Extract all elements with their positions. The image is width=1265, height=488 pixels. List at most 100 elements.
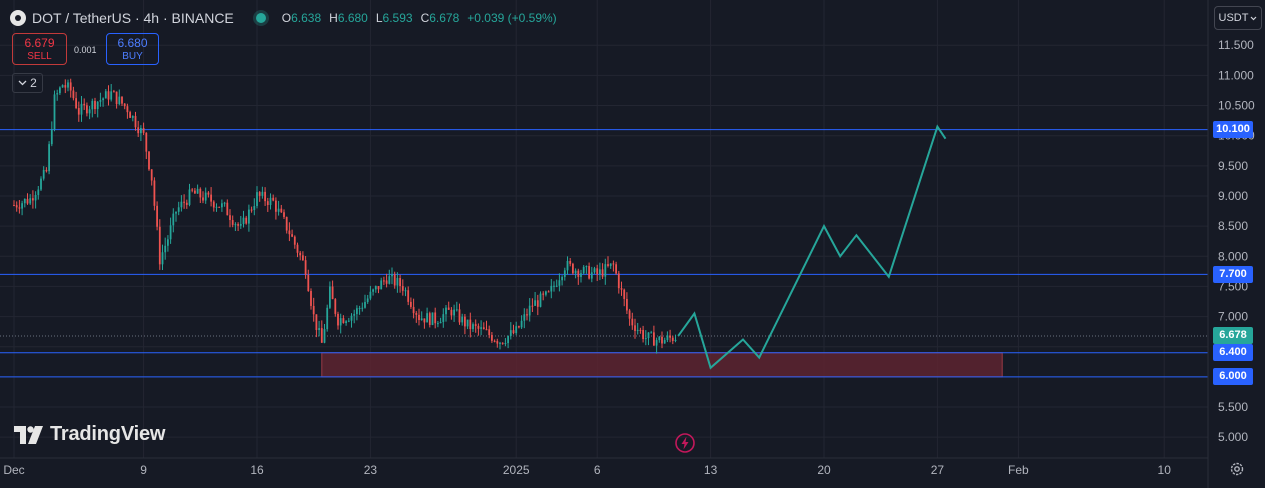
candle-body	[91, 100, 94, 110]
candle-body	[642, 330, 644, 339]
candle-body	[356, 308, 358, 315]
candle-body	[123, 103, 126, 107]
candle-body	[661, 336, 663, 344]
candle-body	[86, 105, 88, 114]
candle-body	[210, 194, 212, 202]
candle-body	[612, 263, 615, 265]
candle-body	[329, 286, 331, 308]
y-tick-label: 7.500	[1218, 279, 1248, 293]
candle-body	[264, 191, 266, 202]
candle-body	[204, 192, 207, 201]
candle-body	[126, 106, 129, 113]
low-value: 6.593	[382, 11, 413, 25]
sell-label: SELL	[27, 51, 52, 62]
candle-body	[669, 335, 671, 338]
candle-body	[407, 290, 410, 302]
tradingview-logo[interactable]: TradingView	[14, 423, 165, 446]
candle-body	[26, 198, 29, 204]
candle-body	[272, 197, 275, 201]
candle-body	[64, 85, 67, 88]
candle-body	[161, 252, 164, 265]
candle-body	[23, 198, 26, 204]
candle-body	[420, 318, 423, 321]
candle-body	[96, 101, 99, 110]
level-price-tag[interactable]: 10.100	[1213, 121, 1253, 139]
gear-icon[interactable]	[1229, 461, 1245, 477]
candle-body	[291, 234, 293, 237]
candle-body	[288, 230, 291, 235]
candle-body	[42, 169, 45, 179]
candle-body	[666, 335, 669, 341]
candle-body	[88, 109, 91, 114]
candle-body	[153, 180, 156, 206]
candle-body	[655, 340, 658, 346]
symbol-title[interactable]: DOT / TetherUS · 4h · BINANCE	[32, 10, 234, 26]
y-tick-label: 10.500	[1218, 99, 1255, 113]
candle-body	[37, 189, 40, 195]
currency-select[interactable]: USDT	[1214, 6, 1262, 30]
candle-body	[148, 151, 150, 170]
candle-body	[142, 127, 145, 133]
candle-body	[326, 307, 329, 330]
level-price-tag[interactable]: 6.400	[1213, 344, 1253, 362]
candle-body	[307, 274, 310, 291]
candle-body	[318, 328, 320, 331]
y-tick-label: 7.000	[1218, 310, 1248, 324]
x-tick-label: 20	[817, 463, 831, 477]
candle-body	[215, 206, 218, 208]
candle-body	[585, 266, 588, 268]
candle-body	[180, 201, 183, 208]
candle-body	[366, 298, 369, 303]
candle-body	[372, 289, 374, 292]
market-status-icon[interactable]	[255, 13, 266, 23]
candle-body	[293, 236, 296, 245]
candle-body	[32, 198, 34, 201]
x-tick-label: 6	[594, 463, 601, 477]
candle-body	[426, 313, 428, 323]
candle-body	[553, 285, 555, 287]
candle-body	[345, 321, 347, 324]
candle-body	[75, 98, 77, 109]
candle-body	[183, 201, 185, 203]
candle-body	[501, 342, 504, 344]
candle-body	[431, 312, 434, 325]
candle-body	[617, 273, 620, 289]
chevron-down-icon	[1251, 16, 1257, 20]
candle-body	[185, 202, 188, 205]
level-price-tag[interactable]: 6.000	[1213, 368, 1253, 386]
indicators-toggle-button[interactable]: 2	[12, 73, 43, 93]
last-price-tag[interactable]: 6.678	[1213, 327, 1253, 345]
chevron-down-icon	[18, 80, 27, 86]
tradingview-logo-icon	[14, 425, 43, 444]
y-tick-label: 11.000	[1218, 68, 1254, 82]
candle-body	[550, 285, 553, 292]
candle-body	[320, 328, 323, 343]
x-tick-label: Dec	[3, 463, 24, 477]
sell-button[interactable]: 6.679 SELL	[12, 33, 67, 65]
candle-body	[499, 342, 501, 344]
x-tick-label: 9	[140, 463, 147, 477]
x-tick-label: 13	[704, 463, 718, 477]
candle-body	[404, 290, 407, 292]
candle-body	[626, 298, 628, 311]
level-price-tag[interactable]: 7.700	[1213, 265, 1253, 283]
candle-body	[512, 330, 515, 334]
candle-body	[226, 202, 229, 216]
candle-body	[474, 324, 477, 326]
y-tick-label: 5.000	[1218, 430, 1248, 444]
candle-body	[485, 329, 488, 331]
candle-body	[177, 207, 180, 212]
buy-label: BUY	[122, 51, 143, 62]
lightning-icon[interactable]	[674, 432, 696, 454]
candle-body	[504, 343, 507, 345]
candle-body	[156, 205, 158, 227]
candle-body	[599, 269, 601, 275]
candle-body	[118, 96, 121, 105]
candle-body	[191, 189, 194, 191]
close-label: C	[420, 11, 430, 25]
candle-body	[59, 87, 61, 94]
demand-zone	[321, 352, 1003, 378]
buy-button[interactable]: 6.680 BUY	[106, 33, 159, 65]
open-value: 6.638	[291, 11, 322, 25]
